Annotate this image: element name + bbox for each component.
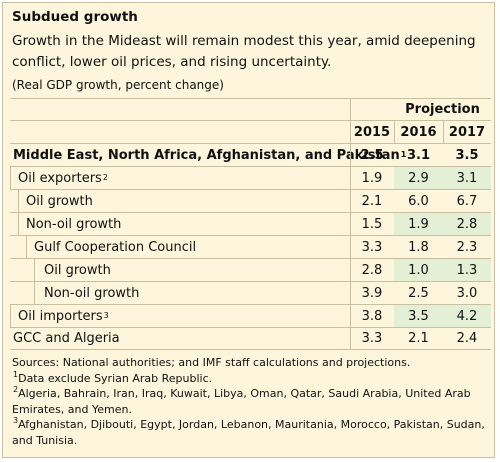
units-note: (Real GDP growth, percent change) <box>12 78 224 92</box>
figure-panel: Subdued growth Growth in the Mideast wil… <box>2 2 495 458</box>
table-row: Oil importers 3 3.8 3.5 4.2 <box>10 304 491 327</box>
value-2016: 2.1 <box>408 331 429 346</box>
sources-note: Sources: National authorities; and IMF s… <box>12 356 411 369</box>
value-2015: 1.9 <box>361 170 383 186</box>
value-2015: 1.5 <box>361 216 383 232</box>
table-notes: Sources: National authorities; and IMF s… <box>12 355 490 448</box>
row-label: Non-oil growth <box>26 216 122 232</box>
value-2017: 1.3 <box>443 259 491 281</box>
year-header-row: 2015 2016 2017 <box>10 120 491 143</box>
row-label: Non-oil growth <box>44 285 140 301</box>
row-label: Middle East, North Africa, Afghanistan, … <box>13 147 407 163</box>
column-divider <box>350 121 351 143</box>
row-label: Oil growth <box>26 193 93 209</box>
value-2015: 3.8 <box>361 308 383 324</box>
row-label: Oil importers 3 <box>18 308 109 324</box>
panel-title: Subdued growth <box>12 9 138 25</box>
value-2016: 3.5 <box>394 305 443 327</box>
value-2016: 1.0 <box>394 259 443 281</box>
column-divider <box>443 121 444 143</box>
value-2015: 2.5 <box>360 147 384 163</box>
value-2017: 6.7 <box>456 193 478 209</box>
table-row: Middle East, North Africa, Afghanistan, … <box>10 143 491 166</box>
row-label: Oil exporters 2 <box>18 170 108 186</box>
value-2015: 3.9 <box>361 285 383 301</box>
table-row: Oil growth 2.1 6.0 6.7 <box>10 189 491 212</box>
value-2016: 2.5 <box>408 285 429 301</box>
footnote-1: 1Data exclude Syrian Arab Republic. <box>13 369 213 385</box>
row-label: GCC and Algeria <box>13 331 120 346</box>
year-header-2016: 2016 <box>400 124 437 140</box>
table-row: GCC and Algeria 3.3 2.1 2.4 <box>10 327 491 350</box>
table-row: Non-oil growth 3.9 2.5 3.0 <box>10 281 491 304</box>
value-2017: 3.5 <box>455 147 479 163</box>
footnote-3: 3Afghanistan, Djibouti, Egypt, Jordan, L… <box>12 416 485 447</box>
value-2017: 3.0 <box>456 285 478 301</box>
value-2015: 2.1 <box>361 193 383 209</box>
column-divider <box>394 121 395 143</box>
table-row: Oil exporters 2 1.9 2.9 3.1 <box>10 166 491 189</box>
projection-header-row: Projection <box>10 98 491 120</box>
growth-table: Projection 2015 2016 2017 Middle East, N… <box>10 98 491 350</box>
value-2015: 3.3 <box>361 239 383 255</box>
column-divider <box>350 99 351 120</box>
year-header-2017: 2017 <box>448 124 486 140</box>
year-header-2015: 2015 <box>353 124 391 140</box>
value-2016: 1.9 <box>394 213 443 235</box>
value-2015: 3.3 <box>361 331 383 346</box>
value-2016: 1.8 <box>408 239 429 255</box>
row-label: Gulf Cooperation Council <box>34 239 197 255</box>
table-row: Gulf Cooperation Council 3.3 1.8 2.3 <box>10 235 491 258</box>
value-2017: 2.8 <box>443 213 491 235</box>
panel-subtitle: Growth in the Mideast will remain modest… <box>12 33 476 70</box>
value-2017: 3.1 <box>443 167 491 189</box>
projection-header: Projection <box>405 102 480 117</box>
footnote-2: 2Algeria, Bahrain, Iran, Iraq, Kuwait, L… <box>12 385 471 416</box>
row-label: Oil growth <box>44 262 111 278</box>
value-2016: 2.9 <box>394 167 443 189</box>
value-2016: 3.1 <box>406 147 431 163</box>
table-row: Oil growth 2.8 1.0 1.3 <box>10 258 491 281</box>
value-2017: 4.2 <box>443 305 491 327</box>
value-2017: 2.4 <box>456 331 478 346</box>
value-2016: 6.0 <box>408 193 429 209</box>
value-2015: 2.8 <box>361 262 383 278</box>
value-2017: 2.3 <box>456 239 478 255</box>
table-row: Non-oil growth 1.5 1.9 2.8 <box>10 212 491 235</box>
